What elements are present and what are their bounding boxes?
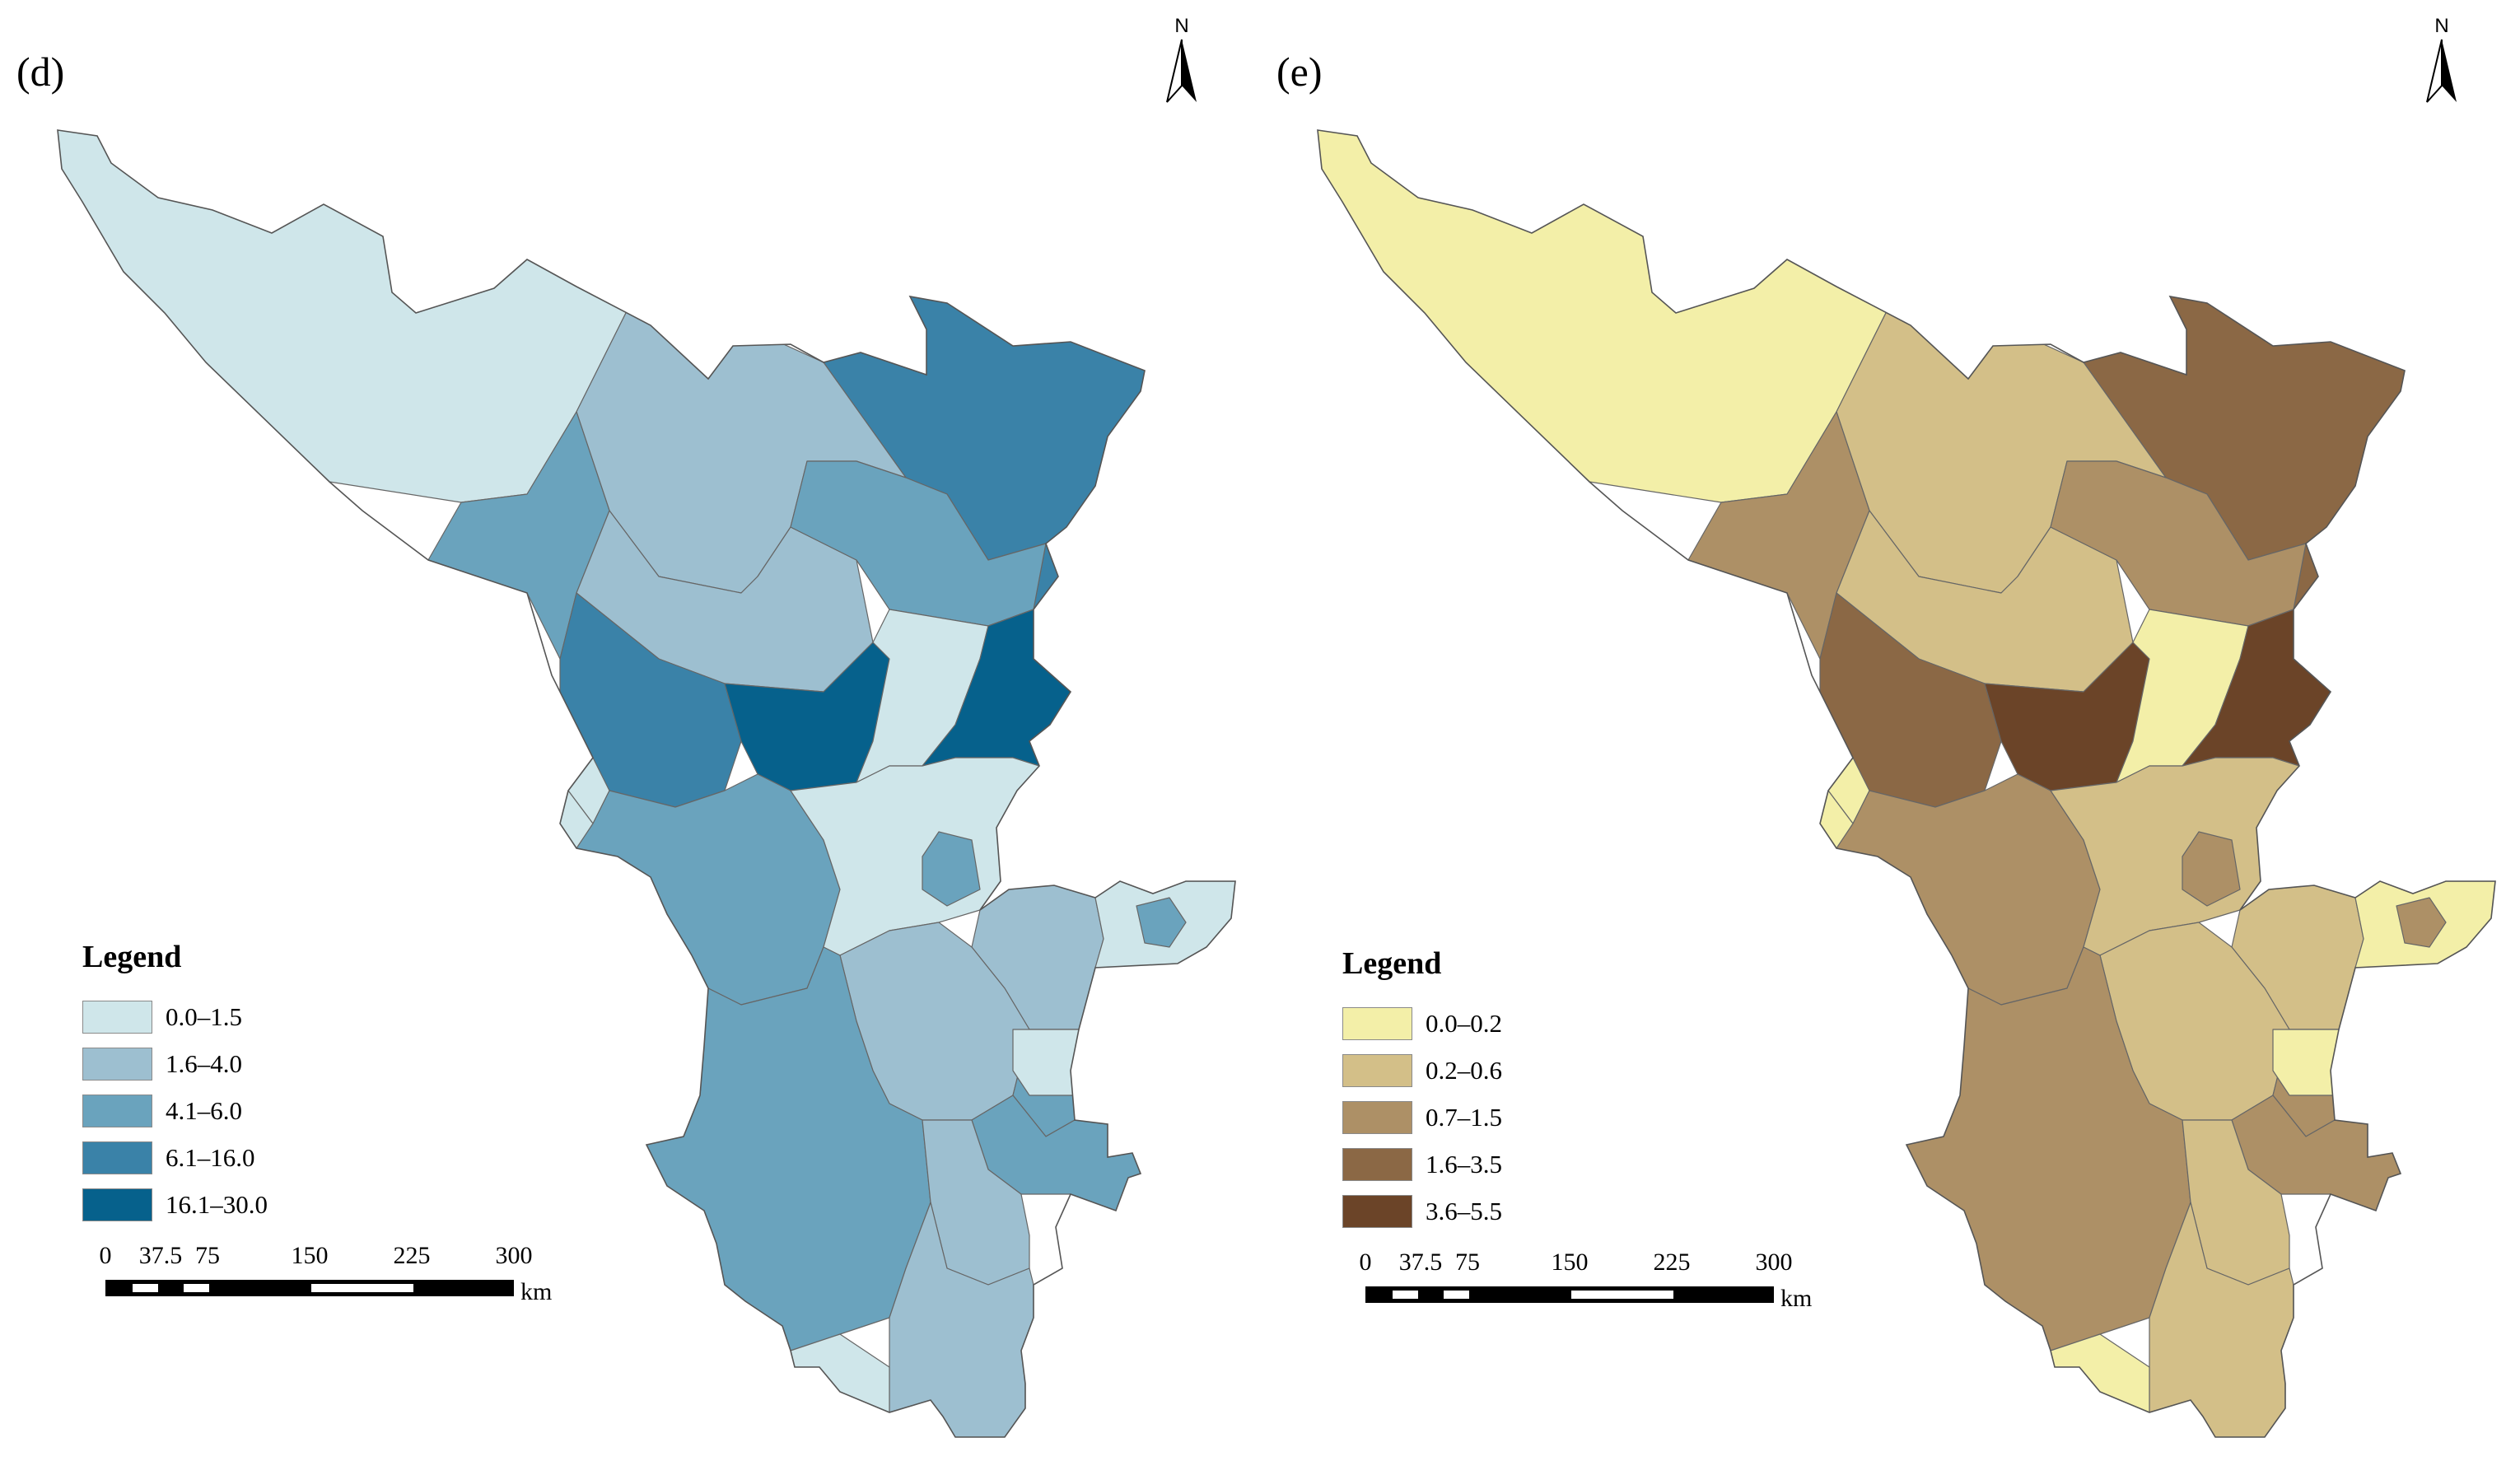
scale-tick: 300 xyxy=(1755,1249,1793,1276)
region-southeast-chip-2 xyxy=(1012,1029,1080,1096)
region-north xyxy=(1902,130,2183,380)
scale-tick: 75 xyxy=(195,1242,220,1269)
region-north xyxy=(642,130,923,380)
scale-tick: 75 xyxy=(1455,1249,1480,1276)
panel-label-e: (e) xyxy=(1276,49,1323,95)
north-arrow-icon: N xyxy=(1157,15,1206,105)
scale-unit: km xyxy=(520,1278,553,1305)
scale-bar-e: 0 37.5 75 150 225 300 km xyxy=(1342,1249,1869,1323)
legend-item: 0.0–0.2 xyxy=(1342,1000,1688,1047)
scale-bar-graphic xyxy=(105,1280,514,1296)
legend-d: Legend 0.0–1.5 1.6–4.0 4.1–6.0 6.1–16.0 … xyxy=(82,939,428,1228)
region-south-west-upper xyxy=(559,773,841,1006)
legend-swatch xyxy=(1342,1006,1412,1040)
legend-item: 0.0–1.5 xyxy=(82,993,428,1040)
legend-item: 1.6–3.5 xyxy=(1342,1141,1688,1188)
region-south-chip xyxy=(790,1333,890,1413)
legend-item: 0.7–1.5 xyxy=(1342,1094,1688,1141)
scale-bar-graphic xyxy=(1365,1286,1774,1303)
region-nw xyxy=(1318,130,1903,503)
legend-item: 3.6–5.5 xyxy=(1342,1188,1688,1235)
legend-swatch xyxy=(1342,1100,1412,1134)
legend-label: 0.0–1.5 xyxy=(166,1001,242,1031)
legend-e: Legend 0.0–0.2 0.2–0.6 0.7–1.5 1.6–3.5 3… xyxy=(1342,945,1688,1235)
legend-swatch xyxy=(82,1141,152,1174)
legend-item: 6.1–16.0 xyxy=(82,1134,428,1181)
legend-item: 16.1–30.0 xyxy=(82,1181,428,1228)
legend-label: 1.6–3.5 xyxy=(1426,1149,1502,1179)
legend-swatch xyxy=(1342,1147,1412,1181)
map-panel-e: (e) N Legend 0.0–0.2 0.2–0.6 0.7–1.5 1.6… xyxy=(1260,0,2520,1461)
legend-label: 6.1–16.0 xyxy=(166,1142,255,1172)
legend-title: Legend xyxy=(82,940,182,974)
legend-item: 4.1–6.0 xyxy=(82,1087,428,1134)
scale-tick: 0 xyxy=(1359,1249,1372,1276)
scale-tick: 150 xyxy=(291,1242,329,1269)
map-panel-d: (d) N Legend 0.0–1.5 1.6–4.0 4.1–6.0 6.1… xyxy=(16,15,1236,1438)
scale-tick: 225 xyxy=(393,1242,431,1269)
scale-bar-d: 0 37.5 75 150 225 300 km xyxy=(82,1242,609,1316)
legend-item: 0.2–0.6 xyxy=(1342,1047,1688,1094)
scale-tick: 37.5 xyxy=(1398,1249,1443,1276)
region-southeast-chip-2 xyxy=(2272,1029,2340,1096)
north-arrow-icon: N xyxy=(2417,15,2466,105)
north-label: N xyxy=(1174,15,1189,37)
scale-tick: 150 xyxy=(1551,1249,1589,1276)
scale-tick: 37.5 xyxy=(138,1242,183,1269)
legend-label: 3.6–5.5 xyxy=(1426,1196,1502,1225)
legend-swatch xyxy=(82,1047,152,1081)
region-south-west-upper xyxy=(1819,773,2101,1006)
legend-label: 0.7–1.5 xyxy=(1426,1102,1502,1132)
panel-label-d: (d) xyxy=(16,49,65,95)
legend-swatch xyxy=(82,1188,152,1221)
legend-label: 16.1–30.0 xyxy=(166,1189,268,1219)
region-nw xyxy=(58,130,643,503)
scale-tick: 0 xyxy=(99,1242,112,1269)
legend-swatch xyxy=(82,1094,152,1127)
choropleth-map-e xyxy=(1317,129,2496,1438)
scale-tick: 300 xyxy=(495,1242,533,1269)
legend-item: 1.6–4.0 xyxy=(82,1040,428,1087)
north-label: N xyxy=(2434,15,2449,37)
legend-swatch xyxy=(1342,1194,1412,1228)
region-south-chip xyxy=(2050,1333,2150,1413)
scale-unit: km xyxy=(1780,1285,1813,1312)
legend-label: 0.2–0.6 xyxy=(1426,1055,1502,1085)
legend-label: 0.0–0.2 xyxy=(1426,1008,1502,1038)
legend-title: Legend xyxy=(1342,946,1442,981)
legend-swatch xyxy=(1342,1053,1412,1087)
legend-label: 4.1–6.0 xyxy=(166,1095,242,1125)
scale-tick: 225 xyxy=(1653,1249,1691,1276)
legend-swatch xyxy=(82,1000,152,1034)
legend-label: 1.6–4.0 xyxy=(166,1048,242,1078)
